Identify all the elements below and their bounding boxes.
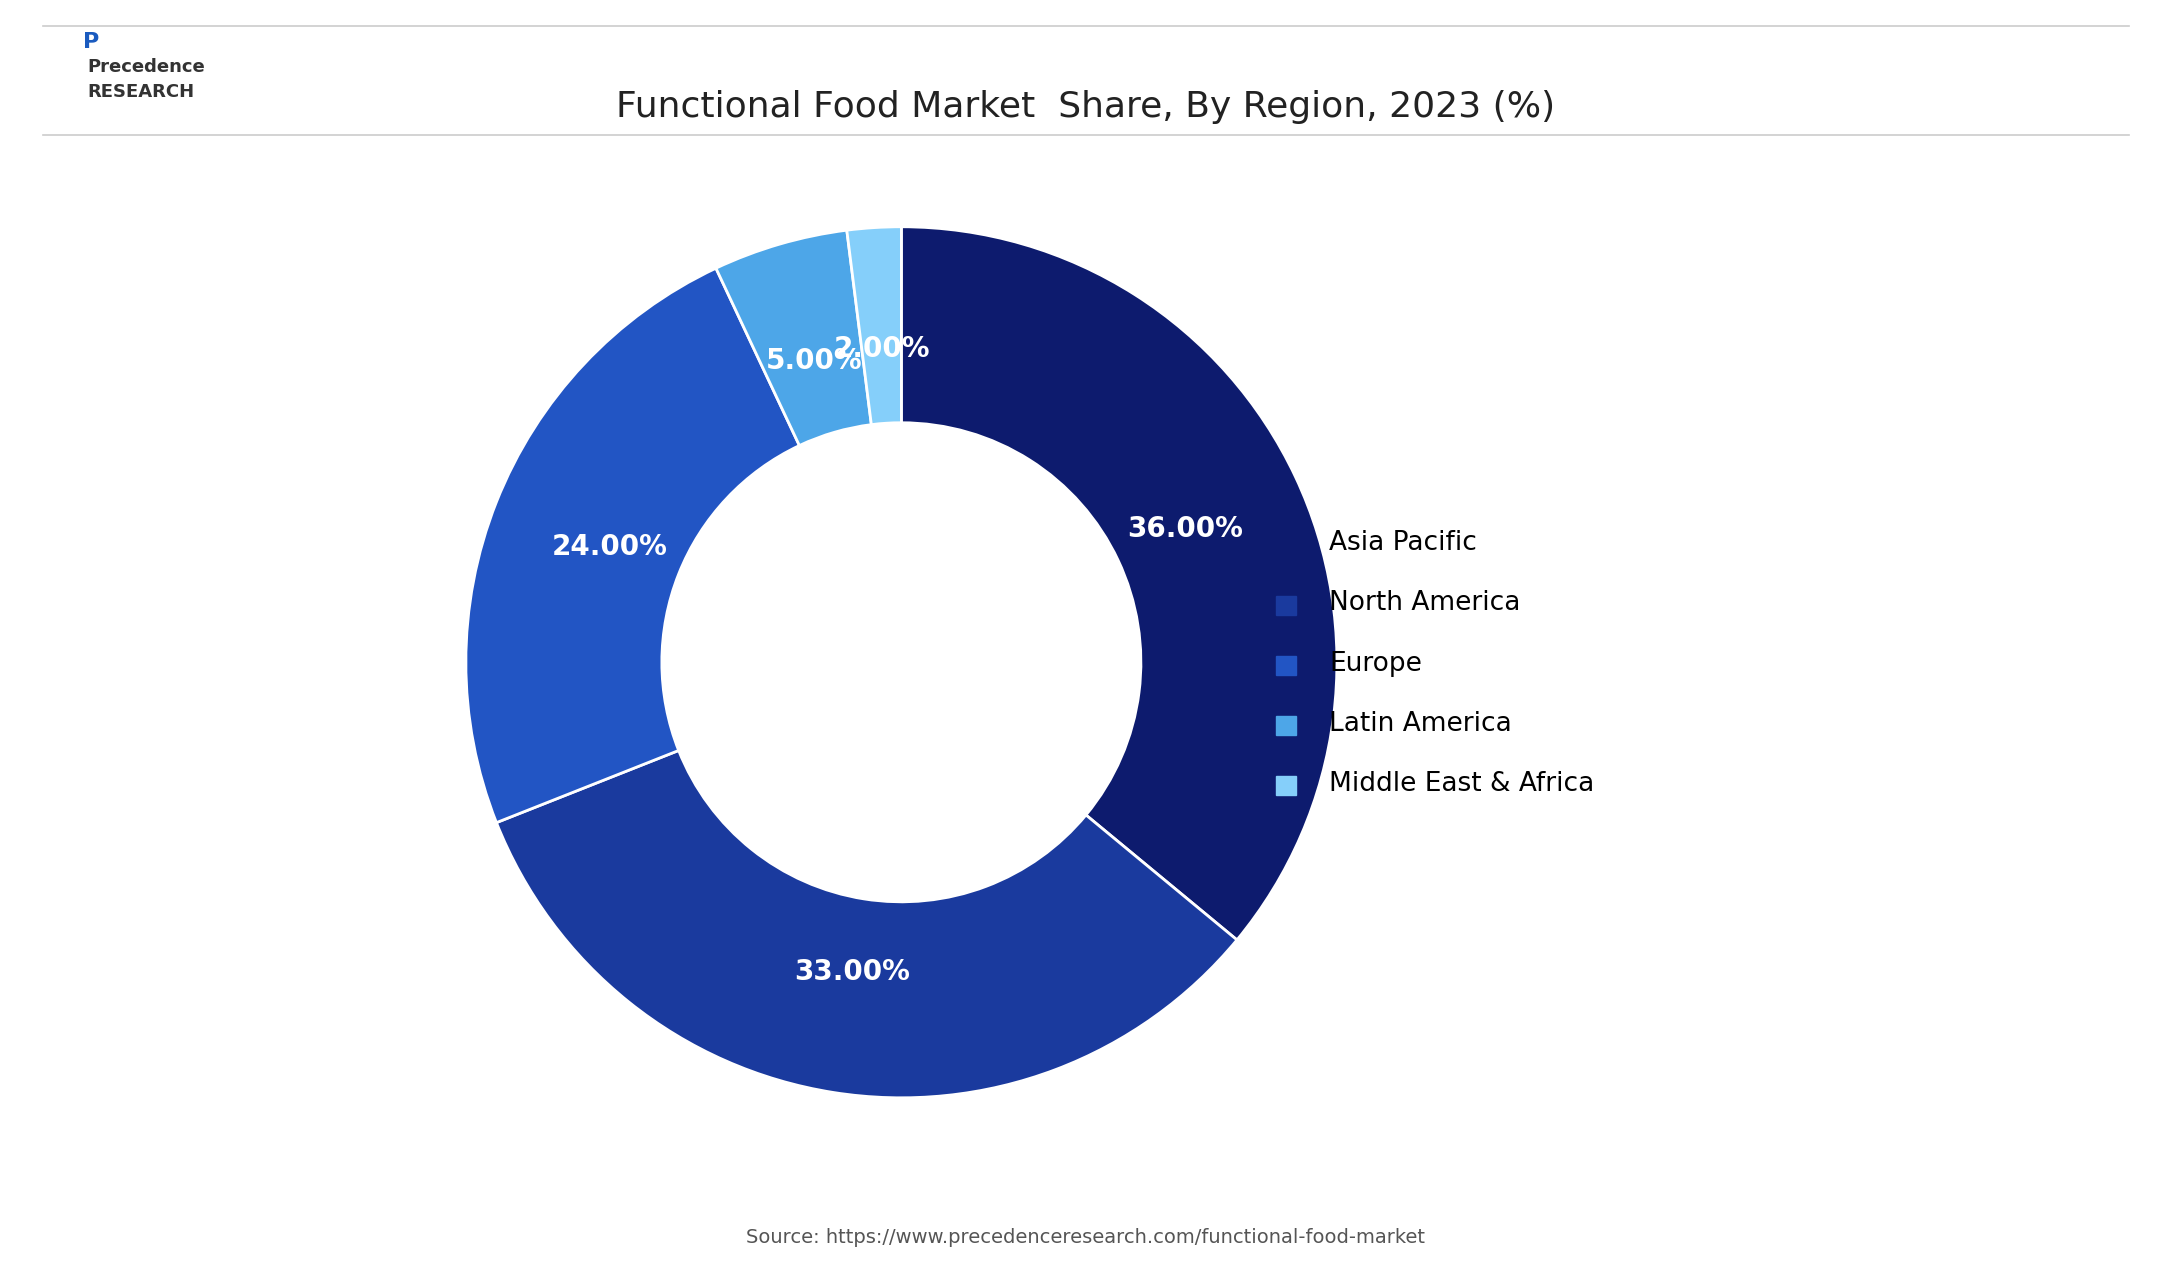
Text: 33.00%: 33.00% (795, 958, 910, 986)
Text: P: P (83, 32, 98, 53)
Text: Precedence
RESEARCH: Precedence RESEARCH (87, 58, 204, 100)
Text: 5.00%: 5.00% (765, 347, 862, 376)
Text: 36.00%: 36.00% (1127, 514, 1242, 543)
Text: 24.00%: 24.00% (552, 532, 667, 561)
Legend: Asia Pacific, North America, Europe, Latin America, Middle East & Africa: Asia Pacific, North America, Europe, Lat… (1262, 514, 1607, 810)
Wedge shape (465, 269, 799, 823)
Wedge shape (901, 226, 1338, 940)
Text: Source: https://www.precedenceresearch.com/functional-food-market: Source: https://www.precedenceresearch.c… (747, 1228, 1425, 1247)
Wedge shape (717, 230, 871, 445)
Wedge shape (847, 226, 901, 424)
Text: Functional Food Market  Share, By Region, 2023 (%): Functional Food Market Share, By Region,… (617, 90, 1555, 123)
Wedge shape (497, 751, 1238, 1098)
Text: 2.00%: 2.00% (834, 336, 930, 364)
